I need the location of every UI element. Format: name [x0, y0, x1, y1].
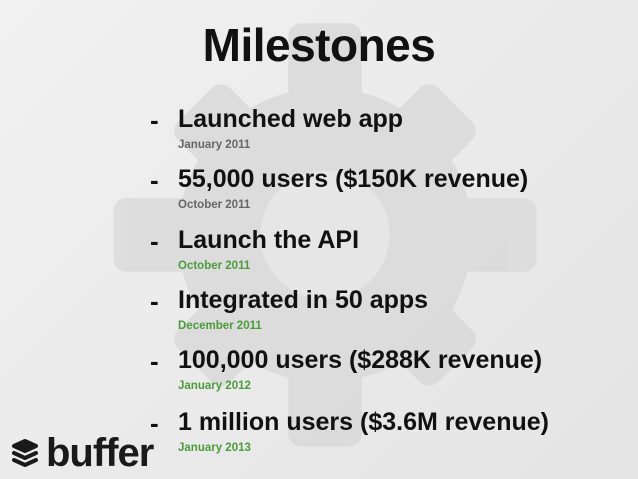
milestone-headline: 55,000 users ($150K revenue)	[178, 165, 529, 193]
bullet-dash: -	[150, 226, 159, 256]
milestone-date: October 2011	[178, 260, 251, 272]
bullet-dash: -	[150, 408, 159, 438]
milestone-date: December 2011	[178, 320, 262, 332]
gear-watermark-icon	[113, 23, 537, 447]
milestone-date: January 2013	[178, 442, 251, 454]
bullet-dash: -	[150, 165, 159, 195]
bullet-dash: -	[150, 346, 159, 376]
milestone-date: January 2012	[178, 380, 251, 392]
milestone-headline: 100,000 users ($288K revenue)	[178, 346, 543, 374]
bullet-dash: -	[150, 286, 159, 316]
milestone-date: October 2011	[178, 199, 251, 211]
logo-text: buffer	[46, 431, 154, 475]
milestone-headline: Launched web app	[178, 105, 404, 133]
buffer-logo: buffer	[10, 431, 154, 475]
milestone-date: January 2011	[178, 139, 251, 151]
milestone-headline: Launch the API	[178, 226, 360, 254]
milestone-headline: Integrated in 50 apps	[178, 286, 429, 314]
slide-title: Milestones	[202, 19, 436, 71]
milestone-headline: 1 million users ($3.6M revenue)	[178, 408, 549, 436]
bullet-dash: -	[150, 105, 159, 135]
stacked-layers-icon	[12, 439, 38, 467]
